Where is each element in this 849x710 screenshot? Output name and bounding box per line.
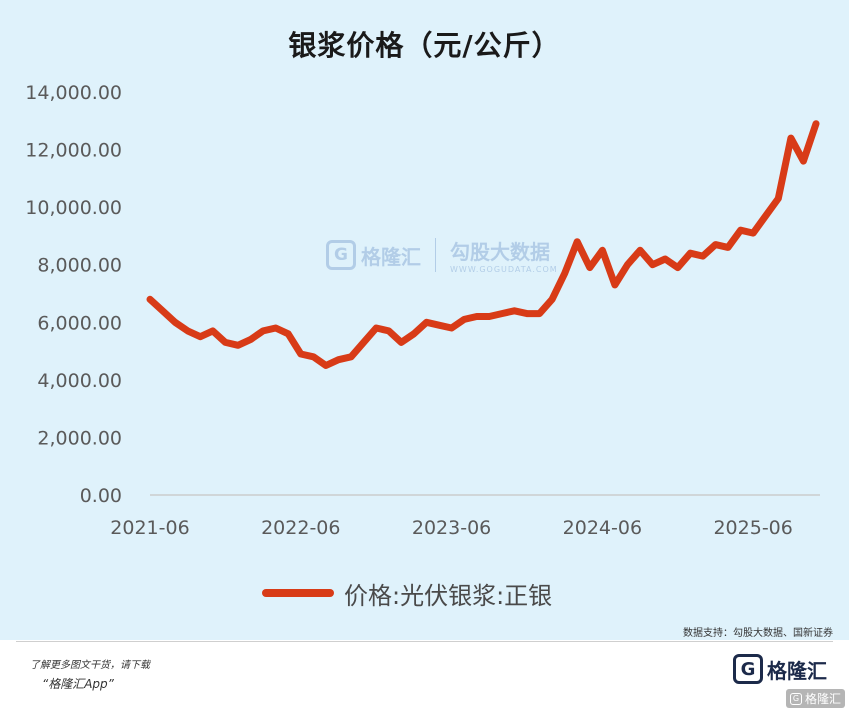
series-line-silver-paste — [146, 120, 820, 369]
x-tick-label: 2022-06 — [261, 517, 340, 539]
y-tick-label: 4,000.00 — [37, 370, 122, 392]
y-tick-label: 2,000.00 — [37, 427, 122, 449]
watermark-url: WWW.GOGUDATA.COM — [450, 265, 558, 274]
promo-app-name: “格隆汇App” — [42, 677, 114, 691]
footer-logo-text: 格隆汇 — [767, 658, 827, 683]
gelonghui-logo-icon: G — [733, 654, 763, 684]
legend-label: 价格:光伏银浆:正银 — [344, 581, 553, 610]
footer-logo: G 格隆汇 — [733, 654, 827, 684]
gelonghui-badge-icon: G — [789, 692, 802, 705]
y-tick-label: 14,000.00 — [25, 82, 122, 104]
x-tick-label: 2024-06 — [563, 517, 642, 539]
y-tick-label: 0.00 — [80, 485, 122, 507]
promo-text: 了解更多图文干货，请下载 — [30, 660, 150, 671]
x-axis: 2021-06 2022-06 2023-06 2024-06 2025-06 — [110, 517, 793, 539]
y-tick-label: 6,000.00 — [37, 312, 122, 334]
y-tick-label: 10,000.00 — [25, 197, 122, 219]
watermark-brand: 格隆汇 — [361, 244, 421, 269]
corner-badge-text: 格隆汇 — [804, 692, 841, 706]
watermark-brand-2: 勾股大数据 — [450, 240, 550, 264]
y-tick-label: 12,000.00 — [25, 140, 122, 162]
y-axis: 0.00 2,000.00 4,000.00 6,000.00 8,000.00 10,0… — [25, 82, 122, 507]
corner-badge: G 格隆汇 — [785, 689, 845, 708]
gelonghui-logo-icon: G — [326, 240, 356, 270]
source-note: 数据支持：勾股大数据、国新证券 — [683, 628, 833, 639]
watermark: G 格隆汇 勾股大数据 WWW.GOGUDATA.COM — [326, 236, 558, 274]
y-tick-label: 8,000.00 — [37, 255, 122, 277]
watermark-divider — [435, 238, 436, 272]
x-tick-label: 2025-06 — [713, 517, 792, 539]
line-chart: 0.00 2,000.00 4,000.00 6,000.00 8,000.00 10,0… — [25, 82, 820, 539]
chart-legend: 价格:光伏银浆:正银 — [262, 578, 553, 610]
x-tick-label: 2021-06 — [110, 517, 189, 539]
x-tick-label: 2023-06 — [412, 517, 491, 539]
chart-card: 0.00 2,000.00 4,000.00 6,000.00 8,000.00 10,0… — [0, 0, 849, 640]
legend-swatch — [262, 589, 334, 597]
chart-title: 银浆价格（元/公斤） — [288, 29, 561, 62]
footer-divider — [16, 641, 833, 642]
